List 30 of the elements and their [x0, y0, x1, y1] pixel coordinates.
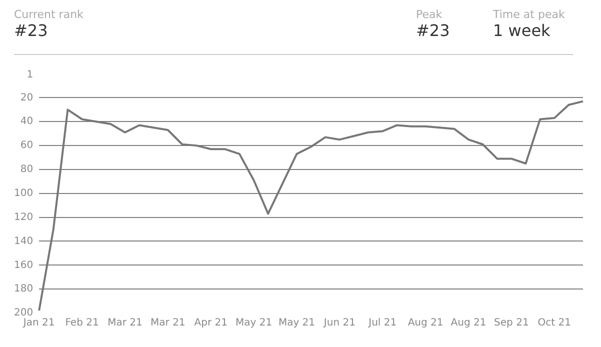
x-tick-label: Jun 21	[322, 318, 356, 329]
x-tick-label: Sep 21	[494, 318, 529, 329]
x-tick-label: Mar 21	[108, 318, 142, 329]
text: 1 week	[493, 21, 552, 40]
y-tick-label: 1	[26, 70, 34, 81]
x-tick-label: Aug 21	[450, 318, 486, 329]
y-tick-label: 160	[14, 260, 34, 271]
text: Peak	[416, 8, 444, 21]
x-tick-label: Oct 21	[538, 318, 571, 329]
y-tick-label: 180	[14, 284, 34, 295]
x-tick-label: Apr 21	[194, 318, 228, 329]
y-tick-label: 80	[20, 164, 34, 176]
y-tick-label: 20	[20, 92, 34, 104]
x-tick-label: Jul 21	[368, 318, 397, 329]
x-tick-label: Aug 21	[408, 318, 444, 329]
y-tick-label: 40	[20, 116, 34, 128]
x-tick-label: Feb 21	[65, 318, 99, 329]
text: #23	[416, 21, 451, 40]
y-tick-label: 60	[20, 140, 34, 152]
y-tick-label: 120	[14, 212, 34, 223]
x-tick-label: Jan 21	[22, 318, 55, 329]
text: Current rank	[14, 8, 84, 21]
y-tick-label: 100	[14, 188, 34, 199]
x-tick-label: May 21	[278, 318, 316, 329]
text: Time at peak	[493, 8, 566, 21]
y-tick-label: 140	[14, 236, 34, 247]
y-tick-label: 200	[14, 308, 34, 319]
x-tick-label: May 21	[236, 318, 272, 329]
x-tick-label: Mar 21	[150, 318, 186, 329]
text: #23	[14, 21, 49, 40]
